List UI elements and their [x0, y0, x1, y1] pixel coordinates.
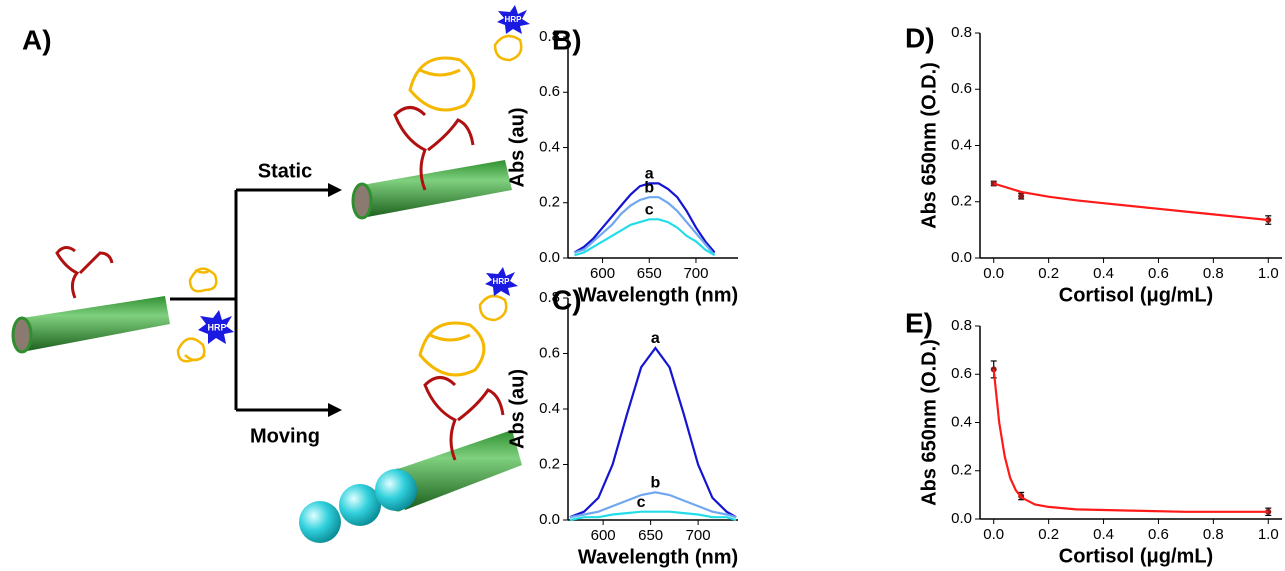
panel-label: B) [552, 24, 582, 55]
cortisol [176, 267, 218, 363]
y-tick-label: 0.0 [951, 510, 972, 527]
hrp-label: HRP [493, 277, 511, 286]
antibody [423, 376, 505, 461]
data-point [1018, 193, 1025, 200]
arrow-head [328, 183, 342, 197]
y-tick-label: 0.6 [539, 83, 560, 100]
hrp-star [485, 267, 518, 296]
y-tick-label: 0.2 [539, 455, 560, 472]
x-tick-label: 700 [686, 527, 711, 544]
series-line [569, 491, 737, 519]
antibody [393, 106, 475, 191]
hrp-label: HRP [207, 322, 226, 332]
x-axis-label: Wavelength (nm) [578, 546, 738, 568]
y-tick-label: 0.4 [951, 136, 972, 153]
x-tick-label: 0.2 [1038, 526, 1059, 543]
series-line [569, 346, 737, 519]
series-label: b [650, 474, 660, 491]
y-tick-label: 0.6 [951, 80, 972, 97]
y-tick-label: 0.0 [539, 511, 560, 528]
y-tick-label: 0.8 [951, 24, 972, 41]
x-tick-label: 600 [591, 527, 616, 544]
y-tick-label: 0.4 [539, 400, 560, 417]
series-label: a [645, 166, 654, 183]
x-axis-label: Cortisol (μg/mL) [1059, 284, 1213, 306]
hrp-label: HRP [505, 15, 523, 24]
series-label: b [644, 179, 654, 196]
x-tick-label: 0.8 [1203, 265, 1224, 282]
antibody [55, 246, 114, 299]
arrow-label: Moving [250, 425, 320, 447]
x-tick-label: 0.0 [983, 526, 1004, 543]
y-tick-label: 0.2 [951, 193, 972, 210]
y-tick-label: 0.0 [951, 249, 972, 266]
y-tick-label: 0.0 [539, 249, 560, 266]
y-axis-label: Abs 650nm (O.D.) [918, 339, 940, 506]
series-line [573, 182, 716, 254]
y-tick-label: 0.6 [539, 344, 560, 361]
series-line [574, 218, 716, 257]
hrp-star [198, 310, 234, 344]
x-tick-label: 0.4 [1093, 526, 1114, 543]
tube [395, 430, 522, 510]
x-tick-label: 650 [637, 265, 662, 282]
x-axis-label: Wavelength (nm) [578, 284, 738, 306]
x-tick-label: 600 [590, 265, 615, 282]
y-tick-label: 0.8 [539, 289, 560, 306]
x-tick-label: 0.6 [1148, 265, 1169, 282]
bead [339, 484, 381, 526]
bead [375, 469, 417, 511]
panel-label: D) [905, 22, 935, 53]
series-label: a [651, 330, 660, 347]
panel-label: E) [905, 307, 933, 338]
bead [299, 501, 341, 543]
y-tick-label: 0.8 [539, 28, 560, 45]
y-tick-label: 0.4 [951, 413, 972, 430]
tube [22, 296, 170, 352]
y-tick-label: 0.4 [539, 138, 560, 155]
arrow [170, 188, 332, 412]
hrp-star [497, 5, 530, 34]
y-tick-label: 0.2 [539, 194, 560, 211]
arrow-label: Static [258, 160, 312, 182]
y-tick-label: 0.8 [951, 317, 972, 334]
series-line [993, 182, 1269, 222]
y-axis-label: Abs 650nm (O.D.) [918, 62, 940, 229]
x-tick-label: 0.4 [1093, 265, 1114, 282]
diagram: A) HRP Static Moving HRP [11, 5, 530, 543]
cortisol [418, 321, 486, 377]
tube [362, 160, 512, 218]
x-tick-label: 650 [638, 527, 663, 544]
series-line [574, 196, 716, 256]
x-tick-label: 0.0 [983, 265, 1004, 282]
series-line [569, 510, 737, 522]
panel-label: C) [552, 284, 582, 315]
y-axis-label: Abs (au) [506, 108, 528, 188]
panel-label: A) [22, 24, 52, 55]
x-tick-label: 0.2 [1038, 265, 1059, 282]
cortisol [478, 294, 508, 322]
series-label: c [637, 494, 646, 511]
x-axis-label: Cortisol (μg/mL) [1059, 545, 1213, 567]
x-tick-label: 0.6 [1148, 526, 1169, 543]
y-axis-label: Abs (au) [506, 369, 528, 449]
x-tick-label: 0.8 [1203, 526, 1224, 543]
arrow-head [328, 403, 342, 417]
x-tick-label: 1.0 [1258, 526, 1279, 543]
x-tick-label: 1.0 [1258, 265, 1279, 282]
y-tick-label: 0.6 [951, 365, 972, 382]
y-tick-label: 0.2 [951, 462, 972, 479]
cortisol [493, 34, 523, 62]
series-label: c [645, 202, 654, 219]
tube-end [351, 182, 373, 220]
cortisol [408, 56, 476, 112]
series-line [992, 369, 1269, 513]
tube-end [11, 316, 33, 354]
x-tick-label: 700 [683, 265, 708, 282]
